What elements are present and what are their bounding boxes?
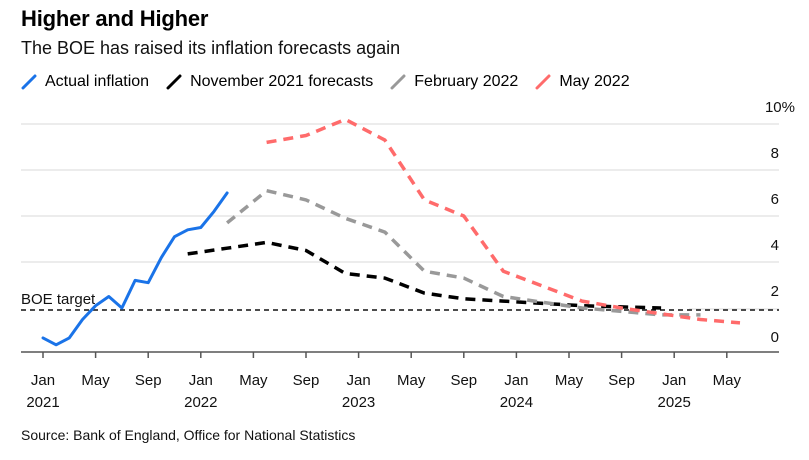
legend-label-actual: Actual inflation <box>45 73 150 90</box>
x-tick-label: May <box>713 372 742 389</box>
series-actual-inflation <box>41 191 229 347</box>
x-tick-label: Sep <box>135 372 162 389</box>
series-may-2022-forecast <box>266 117 741 325</box>
x-tick-label: Jan <box>189 372 213 389</box>
x-tick-label: Jan <box>504 372 528 389</box>
legend-label-feb-2022: February 2022 <box>414 73 519 90</box>
gridlines <box>21 123 779 310</box>
y-tick-label: 6 <box>771 191 779 208</box>
legend-label-may-2022: May 2022 <box>559 73 630 90</box>
legend-swatch-actual-icon <box>21 74 37 90</box>
x-tick-label: Sep <box>293 372 320 389</box>
x-tick-label: May <box>397 372 426 389</box>
x-tick-label: May <box>81 372 110 389</box>
y-tick-label: 4 <box>771 237 779 254</box>
legend-label-nov-2021: November 2021 forecasts <box>190 73 374 90</box>
legend-item-may-2022: May 2022 <box>535 73 630 91</box>
series-feb-2022-forecast <box>225 188 701 317</box>
x-tick-label: Sep <box>608 372 635 389</box>
legend-swatch-nov-2021-icon <box>166 74 182 90</box>
legend-swatch-may-2022-icon <box>535 74 551 90</box>
legend-swatch-feb-2022-icon <box>390 74 406 90</box>
x-tick-label: Jan <box>31 372 55 389</box>
x-tick-label: Sep <box>450 372 477 389</box>
y-tick-label: 10% <box>765 99 795 116</box>
y-tick-label: 0 <box>771 329 779 346</box>
x-tick-year-label: 2022 <box>184 394 217 411</box>
series-nov-2021-forecast <box>187 240 662 310</box>
legend: Actual inflation November 2021 forecasts… <box>21 73 647 91</box>
target-label: BOE target <box>21 291 96 308</box>
x-tick-year-label: 2025 <box>658 394 691 411</box>
x-axis: Jan 2021 May Sep Jan 2022 May Sep Jan 2023 May Sep J… <box>21 351 779 411</box>
y-tick-label: 8 <box>771 145 779 162</box>
x-tick-label: Jan <box>347 372 371 389</box>
boe-target-line: BOE target <box>21 291 779 311</box>
chart-subtitle: The BOE has raised its inflation forecas… <box>21 38 401 58</box>
legend-item-actual: Actual inflation <box>21 73 149 91</box>
source-note: Source: Bank of England, Office for Nati… <box>21 427 356 443</box>
x-tick-year-label: 2024 <box>500 394 533 411</box>
y-axis: 10% 8 6 4 2 0 <box>765 99 795 346</box>
x-tick-label: May <box>555 372 584 389</box>
series-lines <box>41 117 741 347</box>
y-tick-label: 2 <box>771 283 779 300</box>
x-tick-label: May <box>239 372 268 389</box>
x-tick-label: Jan <box>662 372 686 389</box>
chart-title: Higher and Higher <box>21 6 209 31</box>
x-tick-year-label: 2023 <box>342 394 375 411</box>
legend-item-nov-2021: November 2021 forecasts <box>166 73 373 91</box>
legend-item-feb-2022: February 2022 <box>390 73 518 91</box>
x-tick-year-label: 2021 <box>26 394 59 411</box>
